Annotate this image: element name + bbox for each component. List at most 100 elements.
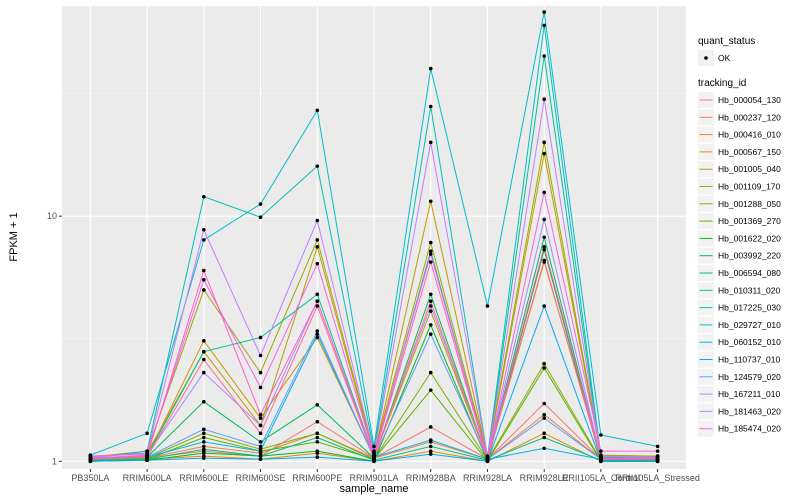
legend-label: Hb_001369_270 — [718, 216, 781, 226]
data-point — [428, 140, 433, 145]
tracking-id-legend-items: Hb_000054_130 Hb_000237_120 Hb_000416_010 H… — [698, 92, 781, 437]
data-point — [428, 240, 433, 245]
data-point — [599, 433, 603, 437]
data-point — [542, 416, 546, 420]
data-point — [428, 199, 433, 204]
data-point — [428, 438, 433, 442]
data-point — [315, 261, 320, 266]
data-point — [428, 104, 433, 109]
data-point — [258, 444, 263, 449]
data-point — [202, 427, 206, 432]
data-point — [372, 459, 376, 464]
data-point — [258, 370, 263, 375]
data-point — [428, 252, 433, 256]
data-point — [428, 292, 433, 297]
data-point — [599, 449, 603, 453]
data-point — [428, 444, 433, 449]
data-point — [258, 385, 263, 390]
legend-label: Hb_029727_010 — [718, 320, 781, 330]
series-points — [88, 10, 660, 464]
data-point — [315, 244, 320, 249]
data-point — [258, 431, 263, 436]
legend-label: Hb_006594_080 — [718, 268, 781, 278]
data-point — [542, 190, 546, 195]
data-point — [258, 215, 263, 220]
legend-label: Hb_010311_020 — [718, 285, 781, 295]
data-point — [542, 217, 546, 222]
data-point — [202, 435, 206, 440]
data-point — [202, 440, 206, 444]
data-point — [202, 227, 206, 232]
data-point — [542, 10, 546, 14]
data-point — [258, 454, 263, 458]
data-point — [202, 431, 206, 436]
data-point — [145, 458, 149, 463]
y-axis: 1 10 — [47, 211, 62, 466]
x-tick-label: RRII105LA_Control — [562, 473, 640, 483]
data-point — [258, 440, 263, 444]
y-axis-title: FPKM + 1 — [8, 212, 20, 261]
data-point — [372, 444, 376, 449]
data-point — [428, 323, 433, 327]
data-point — [542, 258, 546, 263]
data-point — [428, 370, 433, 375]
x-tick-label: RRIM600PE — [292, 473, 342, 483]
legend-label: Hb_060152_010 — [718, 337, 781, 347]
data-point — [542, 431, 546, 436]
data-point — [202, 451, 206, 455]
data-point — [315, 402, 320, 407]
data-point — [315, 435, 320, 440]
data-point — [542, 435, 546, 440]
data-point — [315, 440, 320, 444]
x-tick-label: RRIM600LA — [123, 473, 172, 483]
legend-label: Hb_000567_150 — [718, 147, 781, 157]
data-point — [428, 249, 433, 253]
data-point — [88, 457, 93, 461]
data-point — [655, 444, 660, 449]
legend-label: Hb_124579_020 — [718, 372, 781, 382]
data-point — [655, 449, 660, 453]
legend-label: Hb_003992_220 — [718, 251, 781, 261]
data-point — [315, 332, 320, 336]
data-point — [258, 416, 263, 420]
x-tick-label: RRIM600LE — [179, 473, 228, 483]
legend-label: Hb_017225_030 — [718, 303, 781, 313]
legend-label: Hb_001288_050 — [718, 199, 781, 209]
x-tick-label: RRII105LA_Stressed — [615, 473, 700, 483]
data-point — [428, 299, 433, 303]
data-point — [485, 304, 490, 308]
data-point — [202, 447, 206, 452]
y-tick-label: 1 — [52, 456, 57, 466]
data-point — [315, 449, 320, 453]
data-point — [542, 304, 546, 308]
data-point — [428, 309, 433, 313]
data-point — [428, 304, 433, 308]
x-axis: PB350LA RRIM600LA RRIM600LE RRIM600SE RRIM60… — [71, 469, 700, 483]
data-point — [542, 361, 546, 366]
data-point — [258, 353, 263, 358]
data-point — [542, 235, 546, 240]
data-point — [315, 292, 320, 297]
legend-label: Hb_000237_120 — [718, 112, 781, 122]
data-point — [202, 339, 206, 343]
data-point — [202, 370, 206, 375]
x-tick-label: RRIM928BA — [406, 473, 456, 483]
legend-label: Hb_167211_010 — [718, 389, 781, 399]
data-point — [428, 425, 433, 429]
data-point — [542, 54, 546, 58]
data-point — [542, 140, 546, 145]
legend-label: Hb_110737_010 — [718, 355, 781, 365]
x-tick-label: RRIM600SE — [236, 473, 286, 483]
data-point — [315, 419, 320, 424]
legend-label: Hb_001109_170 — [718, 182, 781, 192]
data-point — [542, 244, 546, 249]
data-point — [315, 304, 320, 308]
data-point — [542, 247, 546, 252]
data-point — [202, 357, 206, 362]
legend-label: Hb_000054_130 — [718, 95, 781, 105]
data-point — [428, 388, 433, 392]
data-point — [258, 335, 263, 340]
data-point — [542, 97, 546, 101]
data-point — [202, 238, 206, 242]
data-point — [202, 444, 206, 449]
